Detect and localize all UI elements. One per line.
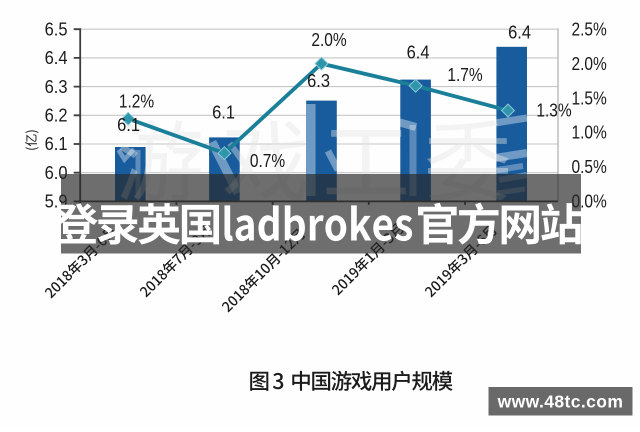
svg-text:6.4: 6.4 xyxy=(508,23,531,43)
svg-text:1.7%: 1.7% xyxy=(447,65,482,85)
svg-text:0.7%: 0.7% xyxy=(250,151,285,171)
svg-text:6.5: 6.5 xyxy=(45,19,68,39)
svg-text:1.2%: 1.2% xyxy=(119,92,154,112)
svg-text:6.3: 6.3 xyxy=(307,71,330,91)
svg-text:1.3%: 1.3% xyxy=(536,101,571,121)
svg-text:2.0%: 2.0% xyxy=(311,30,346,50)
svg-text:6.4: 6.4 xyxy=(407,43,430,63)
svg-text:2.5%: 2.5% xyxy=(572,19,607,39)
svg-text:6.3: 6.3 xyxy=(45,77,68,97)
svg-text:6.1: 6.1 xyxy=(117,115,140,135)
svg-text:6.2: 6.2 xyxy=(45,106,68,126)
svg-text:6.1: 6.1 xyxy=(45,134,68,154)
svg-text:www.48tc.com: www.48tc.com xyxy=(497,392,624,412)
svg-text:2.0%: 2.0% xyxy=(572,54,607,74)
svg-text:6.1: 6.1 xyxy=(212,103,235,123)
svg-text:0.5%: 0.5% xyxy=(572,157,607,177)
svg-text:6.4: 6.4 xyxy=(45,48,68,68)
svg-text:1.0%: 1.0% xyxy=(572,123,607,143)
svg-text:1.5%: 1.5% xyxy=(572,88,607,108)
